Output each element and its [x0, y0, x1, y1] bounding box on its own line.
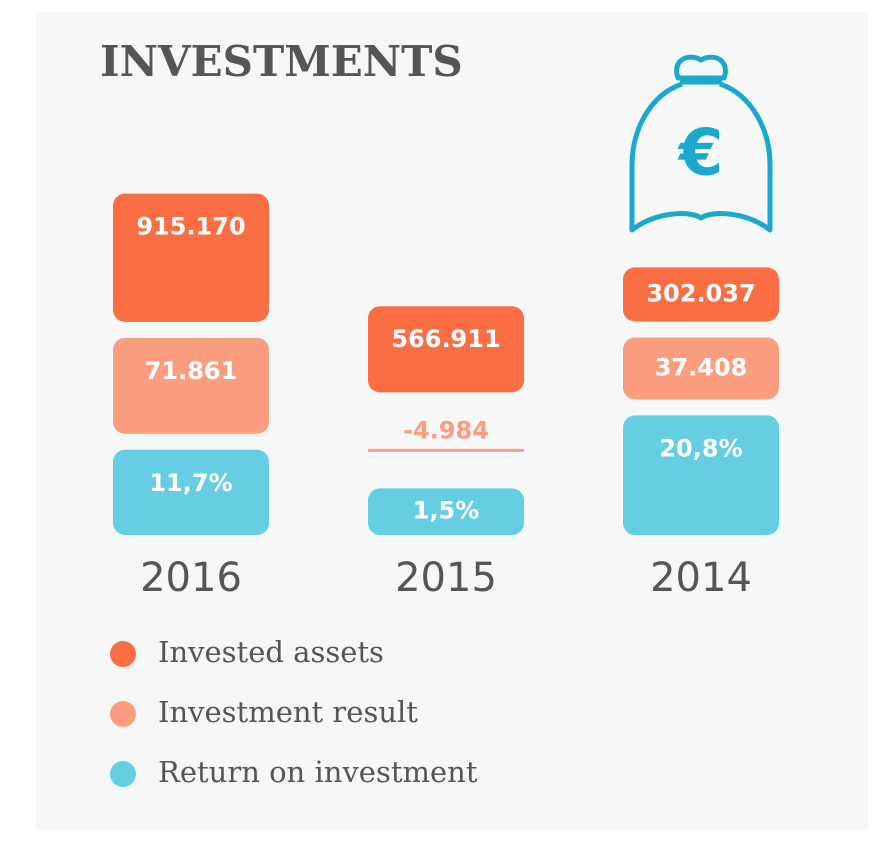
- legend-marker: [110, 761, 136, 787]
- bar: [113, 449, 269, 535]
- bar: [368, 488, 524, 535]
- value-label: -4.984: [403, 416, 489, 444]
- legend-marker: [110, 701, 136, 727]
- legend-marker: [110, 641, 136, 667]
- bar: [368, 306, 524, 393]
- legend-label: Return on investment: [158, 755, 478, 789]
- value-label: 71.861: [145, 357, 238, 385]
- bar: [113, 337, 269, 434]
- bar: [623, 267, 779, 322]
- value-label: 1,5%: [413, 497, 480, 525]
- svg-text:€: €: [677, 117, 724, 191]
- legend-label: Investment result: [158, 695, 418, 729]
- value-label: 302.037: [646, 279, 755, 307]
- value-label: 915.170: [136, 213, 245, 241]
- value-label: 20,8%: [659, 434, 742, 462]
- x-tick-label: 2015: [395, 555, 497, 601]
- value-label: 11,7%: [149, 469, 232, 497]
- bar: [623, 415, 779, 535]
- x-tick-label: 2016: [140, 555, 242, 601]
- bar: [623, 337, 779, 400]
- x-tick-label: 2014: [650, 555, 752, 601]
- legend-label: Invested assets: [158, 635, 384, 669]
- chart-title: INVESTMENTS: [100, 37, 463, 86]
- value-label: 37.408: [655, 353, 748, 381]
- money-bag-icon: €: [629, 54, 773, 233]
- bar: [113, 193, 269, 322]
- value-label: 566.911: [391, 325, 500, 353]
